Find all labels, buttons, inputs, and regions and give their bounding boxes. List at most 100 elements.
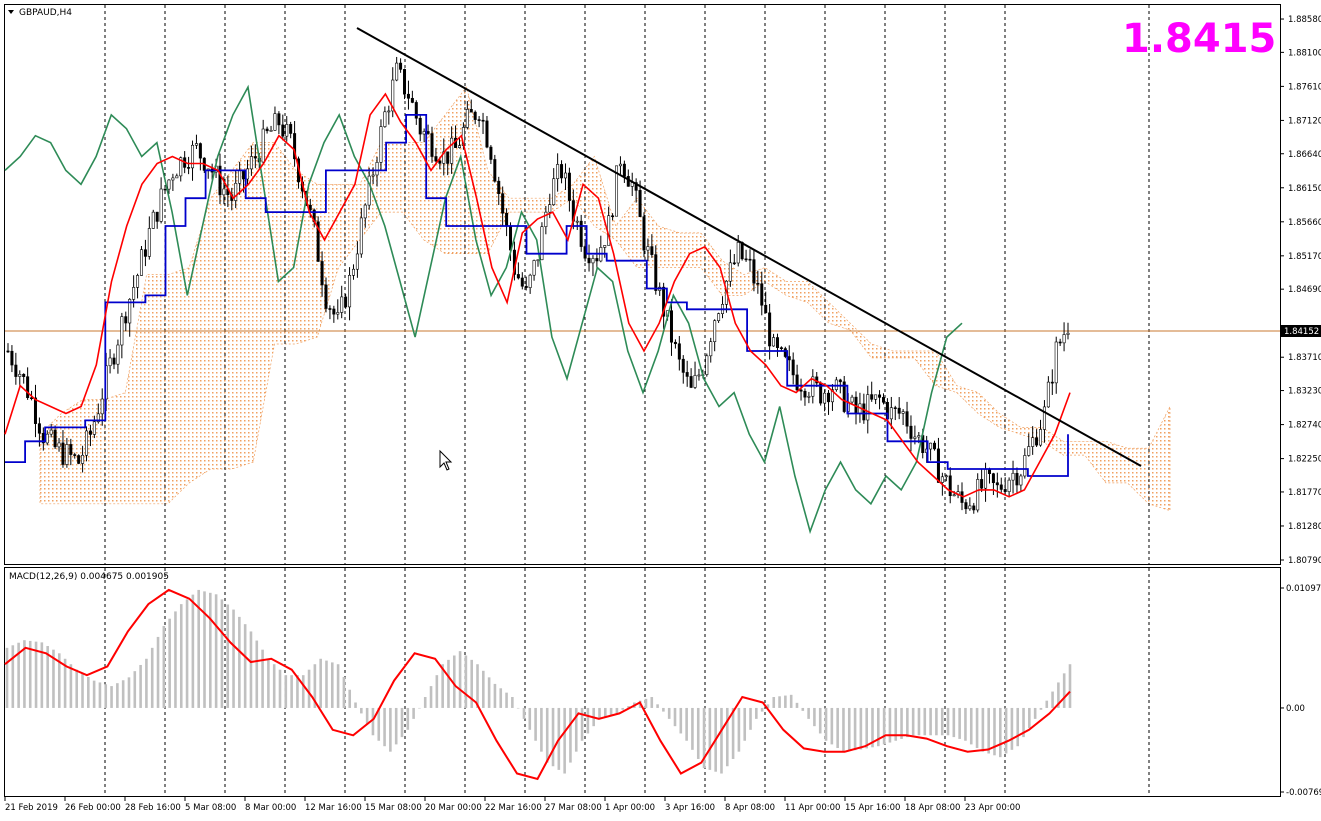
candle-body [179,157,183,177]
macd-histogram-bar [1004,707,1008,754]
macd-histogram-bar [673,707,677,727]
macd-histogram-bar [11,645,15,708]
candle-body [783,348,787,357]
candle-body [139,249,143,276]
candle-body [681,358,685,373]
candle-body [838,379,842,383]
candle-body [132,287,136,300]
candle-body [285,124,289,137]
macd-histogram-bar [871,707,874,748]
vertical-grid [104,5,1150,796]
macd-histogram-bar [197,589,200,708]
candle-body [316,221,320,262]
candle-body [6,350,10,353]
macd-histogram-bar [1010,707,1014,750]
macd-signal [4,588,1071,781]
candle-body [579,220,583,247]
candle-body [964,502,968,510]
candle-body [874,394,878,400]
candle-body [536,259,540,262]
macd-histogram-bar [789,694,793,708]
macd-histogram-bar [627,706,630,708]
candle-body [108,357,112,367]
macd-histogram-bar [412,707,415,719]
time-tick-label: 28 Feb 16:00 [125,803,181,813]
candle-body [253,156,257,159]
macd-histogram-bar [203,591,206,708]
candle-body [595,258,599,262]
macd-histogram-bar [708,707,712,770]
chikou-span-line [4,84,963,535]
candle-body [948,475,952,497]
time-tick-label: 26 Feb 00:00 [65,803,121,813]
candle-body [866,394,870,421]
candle-body [799,389,803,392]
macd-histogram-bar [813,707,816,727]
macd-histogram-bar [17,642,20,708]
mouse-cursor-icon [439,449,453,471]
macd-histogram-bar [209,592,212,708]
macd-histogram-bar [81,673,84,708]
candle-body [563,172,567,179]
candle-body [77,455,81,464]
candle-body [446,151,450,164]
chart-menu-arrow-icon[interactable] [8,10,14,14]
candle-body [81,454,85,464]
candle-body [61,442,65,465]
candle-body [968,505,972,510]
candle-body [775,337,779,348]
candle-body [622,163,626,177]
time-tick-label: 3 Apr 16:00 [665,803,715,813]
candle-body [387,110,391,113]
macd-histogram-bar [418,707,421,709]
candle-body [732,262,736,265]
candle-body [795,374,799,391]
candle-body [69,444,73,455]
candle-body [768,312,772,347]
candle-body [878,394,882,398]
macd-histogram-bar [824,707,828,741]
candle-body [128,299,132,324]
macd-histogram-bar [842,707,845,752]
candle-body [889,407,893,420]
candle-body [351,268,355,276]
price-tick-label: 1.81280 [1288,522,1321,532]
candle-body [646,246,650,251]
macd-histogram-bar [656,704,659,708]
macd-histogram-bar [818,707,822,734]
candle-body [363,204,367,219]
macd-histogram-bar [760,707,764,712]
candle-body [1046,381,1050,408]
candle-body [626,176,630,187]
candle-body [634,182,638,191]
candle-body [642,216,646,251]
macd-histogram-bar [87,676,90,708]
ichimoku-lines [4,84,1071,535]
candle-body [673,341,677,345]
macd-histogram-bar [586,707,590,734]
macd-histogram-bar [63,658,67,708]
candle-body [984,469,988,489]
candle-body [936,448,940,483]
macd-histogram-bar [830,707,834,745]
macd-histogram-bar [952,707,956,738]
price-tick-label: 1.88580 [1288,15,1321,25]
kijun-sen-line [5,114,1069,477]
macd-histogram-bar [365,707,369,725]
candle-body [120,316,124,346]
macd-histogram-bar [888,707,892,743]
macd-histogram-bar [667,707,671,719]
candle-body [827,392,831,403]
candle-body [575,220,579,223]
macd-histogram-bar [749,707,752,730]
macd-histogram-bar [865,707,868,749]
candle-body [1015,472,1019,486]
candle-body [191,144,195,169]
macd-histogram-bar [731,707,735,759]
macd-histogram-bar [853,707,857,751]
macd-histogram-bar [784,695,787,708]
price-display: 1.8415 [1122,16,1276,62]
macd-histogram-bar [1022,707,1025,738]
macd-panel-frame [4,567,1281,797]
candle-body [532,260,536,276]
